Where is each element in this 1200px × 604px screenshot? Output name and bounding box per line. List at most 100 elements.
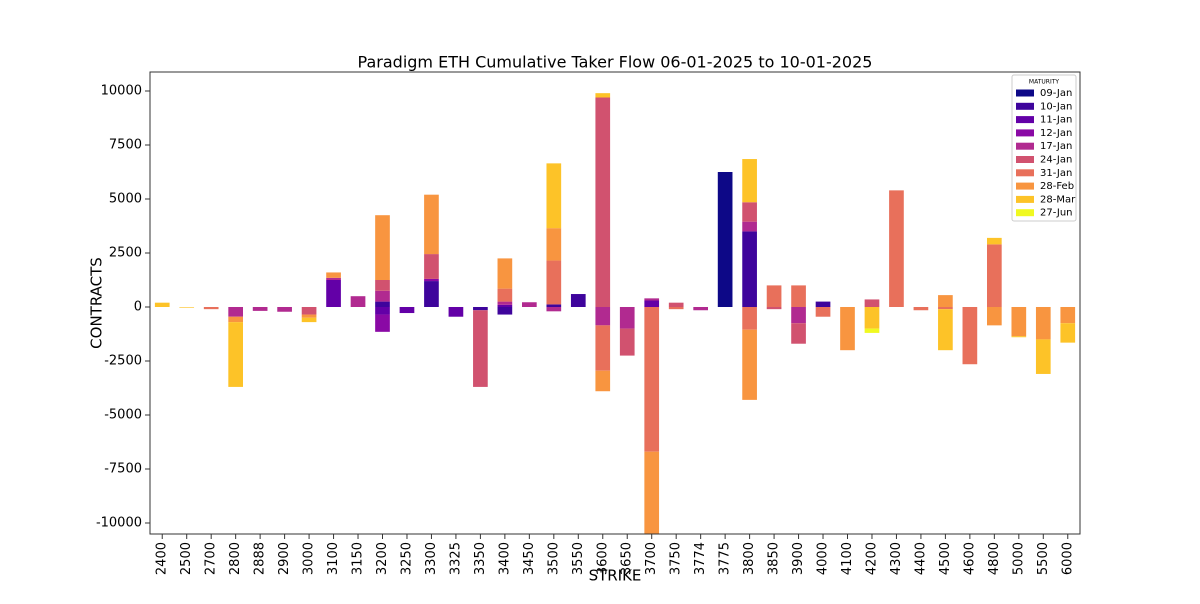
bar-segment (497, 288, 513, 302)
bar-segment (938, 309, 953, 351)
bar-segment (277, 306, 292, 312)
bar-segment (864, 299, 880, 307)
bar-segment (375, 279, 390, 291)
x-tick-label: 3550 (571, 542, 586, 575)
legend-swatch (1016, 195, 1034, 203)
x-tick-label: 3700 (644, 542, 659, 575)
bar-segment (1035, 306, 1051, 340)
bar-segment (497, 304, 513, 307)
bar-segment (644, 306, 660, 452)
bar-segment (742, 159, 757, 203)
bar-segment (301, 314, 317, 318)
y-tick-label: -2500 (104, 353, 142, 368)
x-tick-label: 4400 (913, 542, 928, 575)
bar-segment (619, 328, 635, 356)
bar-segment (864, 328, 880, 333)
x-tick-label: 3400 (497, 542, 512, 575)
bar-segment (717, 172, 733, 307)
bar-segment (668, 306, 684, 310)
bar-segment (1011, 336, 1027, 338)
bar-segment (742, 202, 757, 222)
y-tick-label: 0 (134, 299, 142, 314)
y-axis-label: CONTRACTS (88, 257, 106, 349)
bar-segment (448, 306, 464, 317)
bar-segment (791, 285, 806, 307)
bar-segment (301, 306, 317, 315)
bar-segment (791, 323, 806, 344)
bar-segment (154, 302, 170, 307)
bar-segment (644, 451, 660, 534)
bar-segment (742, 329, 757, 400)
x-tick-label: 3774 (693, 542, 708, 575)
legend: MATURITY 09-Jan 10-Jan 11-Jan 12-Jan 17-Jan 24… (1011, 74, 1077, 222)
bar-segment (570, 294, 586, 307)
bar-segment (987, 306, 1002, 326)
legend-swatch (1016, 209, 1034, 217)
x-tick-label: 4000 (816, 542, 831, 575)
x-tick-label: 3500 (546, 542, 561, 575)
y-tick-label: -5000 (104, 407, 142, 422)
bar-segment (424, 194, 439, 255)
bar-segment (301, 317, 317, 323)
bar-segment (644, 298, 660, 301)
x-tick-label: 4500 (938, 542, 953, 575)
bar-segment (766, 285, 782, 307)
bar-segment (424, 278, 439, 282)
legend-label: 27-Jun (1040, 208, 1073, 219)
x-tick-label: 3200 (375, 542, 390, 575)
bar-segment (497, 258, 513, 289)
x-tick-label: 3300 (424, 542, 439, 575)
x-tick-label: 3650 (620, 542, 635, 575)
bar-segment (595, 370, 611, 392)
bar-segment (546, 163, 562, 229)
bar-segment (1060, 323, 1076, 343)
legend-swatch (1016, 116, 1034, 124)
x-tick-label: 3850 (767, 542, 782, 575)
legend-label: 11-Jan (1040, 115, 1072, 126)
legend-label: 28-Feb (1040, 181, 1074, 192)
bar-segment (938, 306, 953, 310)
bar-segment (375, 215, 390, 280)
legend-title: MATURITY (1029, 79, 1059, 86)
x-tick-label: 3250 (399, 542, 414, 575)
bar-segment (522, 302, 537, 307)
legend-label: 12-Jan (1040, 128, 1072, 139)
bar-segment (962, 306, 978, 365)
bar-segment (497, 301, 513, 305)
bar-segment (668, 302, 684, 307)
bar-segment (228, 316, 243, 323)
x-tick-label: 3800 (742, 542, 757, 575)
legend-swatch (1016, 142, 1034, 150)
legend-swatch (1016, 169, 1034, 177)
bar-segment (424, 254, 439, 279)
bar-segment (473, 306, 488, 311)
x-tick-label: 3750 (669, 542, 684, 575)
bar-segment (644, 300, 660, 307)
bar-segment (546, 306, 562, 312)
x-axis-label: STRIKE (589, 567, 642, 585)
legend-label: 24-Jan (1040, 155, 1072, 166)
bar-segment (252, 306, 268, 311)
bar-segment (742, 231, 757, 307)
legend-label: 09-Jan (1040, 88, 1072, 99)
bar-segment (1060, 306, 1076, 324)
bar-segment (595, 93, 611, 98)
bar-segment (399, 306, 415, 314)
x-tick-label: 4300 (889, 542, 904, 575)
bar-segment (742, 306, 757, 330)
bar-segment (424, 281, 439, 307)
bar-segment (546, 228, 562, 261)
x-tick-label: 2888 (253, 542, 268, 575)
bar-segment (889, 190, 904, 307)
legend-swatch (1016, 156, 1034, 163)
bar-segment (203, 306, 219, 310)
plot-frame (149, 71, 1081, 535)
x-tick-label: 3350 (473, 542, 488, 575)
legend-label: 31-Jan (1040, 168, 1072, 179)
legend-label: 10-Jan (1040, 101, 1072, 112)
bar-segment (1011, 306, 1027, 337)
x-tick-label: 3150 (351, 542, 366, 575)
bar-segment (987, 237, 1002, 245)
x-tick-label: 2800 (228, 542, 243, 575)
y-tick-label: 10000 (101, 84, 142, 99)
